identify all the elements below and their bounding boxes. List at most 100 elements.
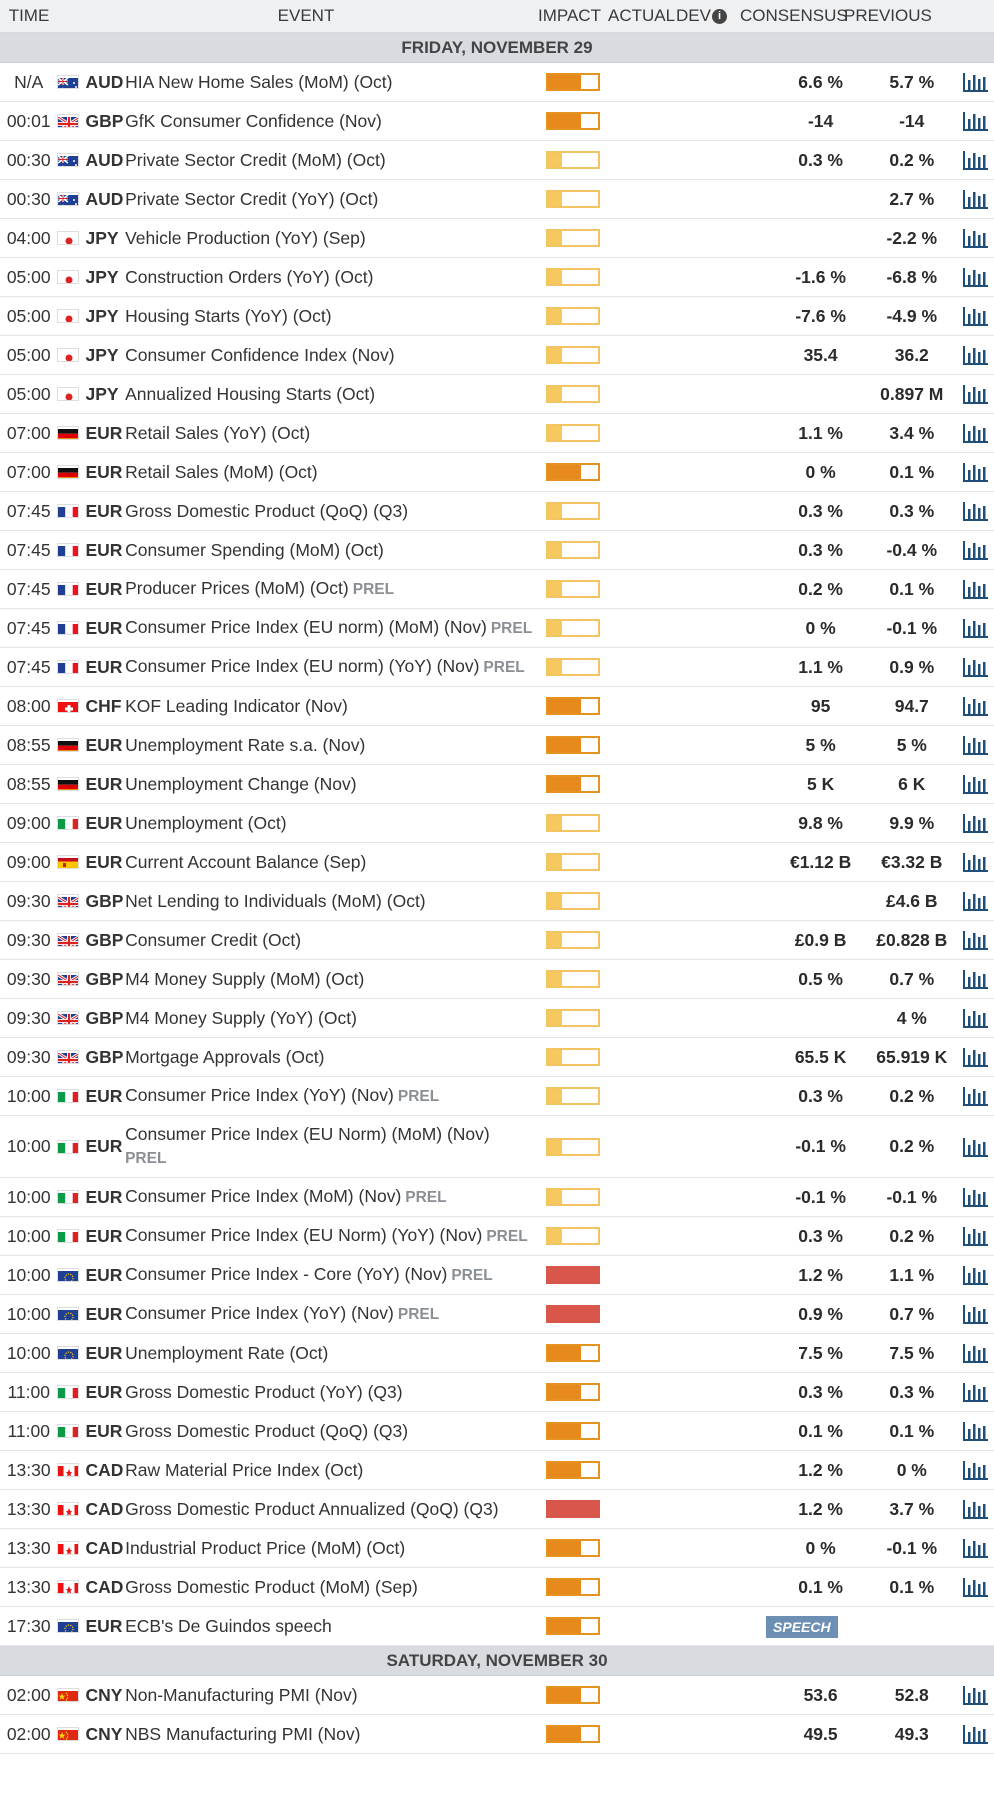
chart-icon[interactable] — [958, 500, 994, 522]
event-row[interactable]: 07:45 EUR Consumer Spending (MoM) (Oct) 0.3… — [0, 531, 994, 570]
event-row[interactable]: 10:00 EUR Consumer Price Index (MoM) (Nov)… — [0, 1178, 994, 1217]
chart-icon[interactable] — [958, 1136, 994, 1158]
event-title[interactable]: Consumer Price Index (EU norm) (MoM) (No… — [125, 617, 487, 637]
chart-icon[interactable] — [958, 851, 994, 873]
event-title[interactable]: Non-Manufacturing PMI (Nov) — [125, 1684, 358, 1705]
event-title[interactable]: Retail Sales (MoM) (Oct) — [125, 461, 318, 482]
event-row[interactable]: 07:45 EUR Consumer Price Index (EU norm) (… — [0, 609, 994, 648]
chart-icon[interactable] — [958, 1007, 994, 1029]
event-title[interactable]: Vehicle Production (YoY) (Sep) — [125, 227, 366, 248]
event-title[interactable]: Consumer Price Index (EU Norm) (MoM) (No… — [125, 1124, 490, 1144]
event-row[interactable]: 00:01 GBP GfK Consumer Confidence (Nov) -14… — [0, 102, 994, 141]
event-row[interactable]: 09:30 GBP Consumer Credit (Oct) £0.9 B £0.82… — [0, 921, 994, 960]
event-row[interactable]: 11:00 EUR Gross Domestic Product (YoY) (Q3… — [0, 1373, 994, 1412]
header-previous[interactable]: PREVIOUS — [844, 6, 932, 25]
event-row[interactable]: 05:00 JPY Housing Starts (YoY) (Oct) -7.6 %… — [0, 297, 994, 336]
chart-icon[interactable] — [958, 1264, 994, 1286]
event-row[interactable]: 07:45 EUR Producer Prices (MoM) (Oct) PREL 0… — [0, 570, 994, 609]
chart-icon[interactable] — [958, 968, 994, 990]
event-row[interactable]: 00:30 AUD Private Sector Credit (MoM) (Oct… — [0, 141, 994, 180]
chart-icon[interactable] — [958, 929, 994, 951]
chart-icon[interactable] — [958, 773, 994, 795]
event-row[interactable]: 07:00 EUR Retail Sales (MoM) (Oct) 0 % 0.1 % — [0, 453, 994, 492]
chart-icon[interactable] — [958, 1085, 994, 1107]
header-time[interactable]: TIME — [8, 6, 50, 25]
chart-icon[interactable] — [958, 1498, 994, 1520]
chart-icon[interactable] — [958, 266, 994, 288]
event-row[interactable]: 10:00 EUR Consumer Price Index (EU Norm) (… — [0, 1217, 994, 1256]
event-title[interactable]: Housing Starts (YoY) (Oct) — [125, 305, 332, 326]
chart-icon[interactable] — [958, 383, 994, 405]
event-row[interactable]: 10:00 EUR Consumer Price Index (YoY) (Nov)… — [0, 1077, 994, 1116]
event-row[interactable]: 13:30 CAD Gross Domestic Product (MoM) (Se… — [0, 1568, 994, 1607]
chart-icon[interactable] — [958, 1537, 994, 1559]
chart-icon[interactable] — [958, 461, 994, 483]
event-row[interactable]: 09:30 GBP M4 Money Supply (MoM) (Oct) 0.5 %… — [0, 960, 994, 999]
event-row[interactable]: 10:00 EUR Consumer Price Index - Core (YoY… — [0, 1256, 994, 1295]
chart-icon[interactable] — [958, 1186, 994, 1208]
event-title[interactable]: Unemployment Rate (Oct) — [125, 1342, 329, 1363]
event-title[interactable]: Consumer Price Index - Core (YoY) (Nov) — [125, 1264, 448, 1284]
event-row[interactable]: 13:30 CAD Gross Domestic Product Annualize… — [0, 1490, 994, 1529]
event-title[interactable]: Consumer Price Index (MoM) (Nov) — [125, 1186, 402, 1206]
chart-icon[interactable] — [958, 695, 994, 717]
event-row[interactable]: 02:00 CNY NBS Manufacturing PMI (Nov) 49.5 4… — [0, 1715, 994, 1754]
event-title[interactable]: Consumer Spending (MoM) (Oct) — [125, 539, 384, 560]
chart-icon[interactable] — [958, 71, 994, 93]
event-title[interactable]: Annualized Housing Starts (Oct) — [125, 383, 376, 404]
event-row[interactable]: 09:00 EUR Unemployment (Oct) 9.8 % 9.9 % — [0, 804, 994, 843]
event-title[interactable]: Producer Prices (MoM) (Oct) — [125, 578, 349, 598]
event-row[interactable]: 09:30 GBP M4 Money Supply (YoY) (Oct) 4 % — [0, 999, 994, 1038]
event-title[interactable]: Retail Sales (YoY) (Oct) — [125, 422, 311, 443]
chart-icon[interactable] — [958, 305, 994, 327]
event-row[interactable]: 07:45 EUR Consumer Price Index (EU norm) (… — [0, 648, 994, 687]
event-row[interactable]: 07:45 EUR Gross Domestic Product (QoQ) (Q3… — [0, 492, 994, 531]
event-row[interactable]: 17:30 EUR ECB's De Guindos speech SPEECH — [0, 1607, 994, 1646]
header-event[interactable]: EVENT — [277, 6, 335, 25]
event-title[interactable]: Consumer Price Index (EU Norm) (YoY) (No… — [125, 1225, 483, 1245]
event-row[interactable]: 13:30 CAD Industrial Product Price (MoM) (… — [0, 1529, 994, 1568]
event-row[interactable]: 10:00 EUR Consumer Price Index (EU Norm) (… — [0, 1116, 994, 1178]
chart-icon[interactable] — [958, 188, 994, 210]
event-row[interactable]: 08:00 CHF KOF Leading Indicator (Nov) 95 94.… — [0, 687, 994, 726]
event-title[interactable]: Mortgage Approvals (Oct) — [125, 1046, 325, 1067]
event-row[interactable]: 11:00 EUR Gross Domestic Product (QoQ) (Q3… — [0, 1412, 994, 1451]
event-title[interactable]: Gross Domestic Product (YoY) (Q3) — [125, 1381, 403, 1402]
chart-icon[interactable] — [958, 890, 994, 912]
event-title[interactable]: HIA New Home Sales (MoM) (Oct) — [125, 71, 393, 92]
chart-icon[interactable] — [958, 1046, 994, 1068]
event-title[interactable]: M4 Money Supply (MoM) (Oct) — [125, 968, 365, 989]
event-row[interactable]: 13:30 CAD Raw Material Price Index (Oct) 1.… — [0, 1451, 994, 1490]
chart-icon[interactable] — [958, 1225, 994, 1247]
event-title[interactable]: Net Lending to Individuals (MoM) (Oct) — [125, 890, 426, 911]
info-icon[interactable]: i — [712, 8, 740, 24]
event-title[interactable]: Gross Domestic Product (MoM) (Sep) — [125, 1576, 418, 1597]
chart-icon[interactable] — [958, 1420, 994, 1442]
event-title[interactable]: Raw Material Price Index (Oct) — [125, 1459, 364, 1480]
event-row[interactable]: 02:00 CNY Non-Manufacturing PMI (Nov) 53.6 5… — [0, 1676, 994, 1715]
chart-icon[interactable] — [958, 227, 994, 249]
chart-icon[interactable] — [958, 656, 994, 678]
event-title[interactable]: GfK Consumer Confidence (Nov) — [125, 110, 382, 131]
header-impact[interactable]: IMPACT — [538, 6, 601, 25]
event-title[interactable]: Industrial Product Price (MoM) (Oct) — [125, 1537, 406, 1558]
chart-icon[interactable] — [958, 1684, 994, 1706]
event-title[interactable]: Construction Orders (YoY) (Oct) — [125, 266, 374, 287]
header-actual[interactable]: ACTUAL — [608, 6, 676, 25]
chart-icon[interactable] — [958, 1381, 994, 1403]
event-title[interactable]: KOF Leading Indicator (Nov) — [125, 695, 348, 716]
event-row[interactable]: N/A AUD HIA New Home Sales (MoM) (Oct) 6.6 … — [0, 63, 994, 102]
event-row[interactable]: 09:30 GBP Mortgage Approvals (Oct) 65.5 K 65… — [0, 1038, 994, 1077]
event-title[interactable]: Gross Domestic Product Annualized (QoQ) … — [125, 1498, 499, 1519]
event-title[interactable]: Consumer Price Index (YoY) (Nov) — [125, 1085, 394, 1105]
chart-icon[interactable] — [958, 578, 994, 600]
chart-icon[interactable] — [958, 1342, 994, 1364]
event-row[interactable]: 05:00 JPY Annualized Housing Starts (Oct) 0… — [0, 375, 994, 414]
event-row[interactable]: 10:00 EUR Consumer Price Index (YoY) (Nov)… — [0, 1295, 994, 1334]
chart-icon[interactable] — [958, 422, 994, 444]
event-title[interactable]: Consumer Price Index (YoY) (Nov) — [125, 1303, 394, 1323]
event-title[interactable]: Gross Domestic Product (QoQ) (Q3) — [125, 500, 409, 521]
event-row[interactable]: 08:55 EUR Unemployment Rate s.a. (Nov) 5 % 5… — [0, 726, 994, 765]
header-consensus[interactable]: CONSENSUS — [740, 6, 848, 25]
chart-icon[interactable] — [958, 110, 994, 132]
